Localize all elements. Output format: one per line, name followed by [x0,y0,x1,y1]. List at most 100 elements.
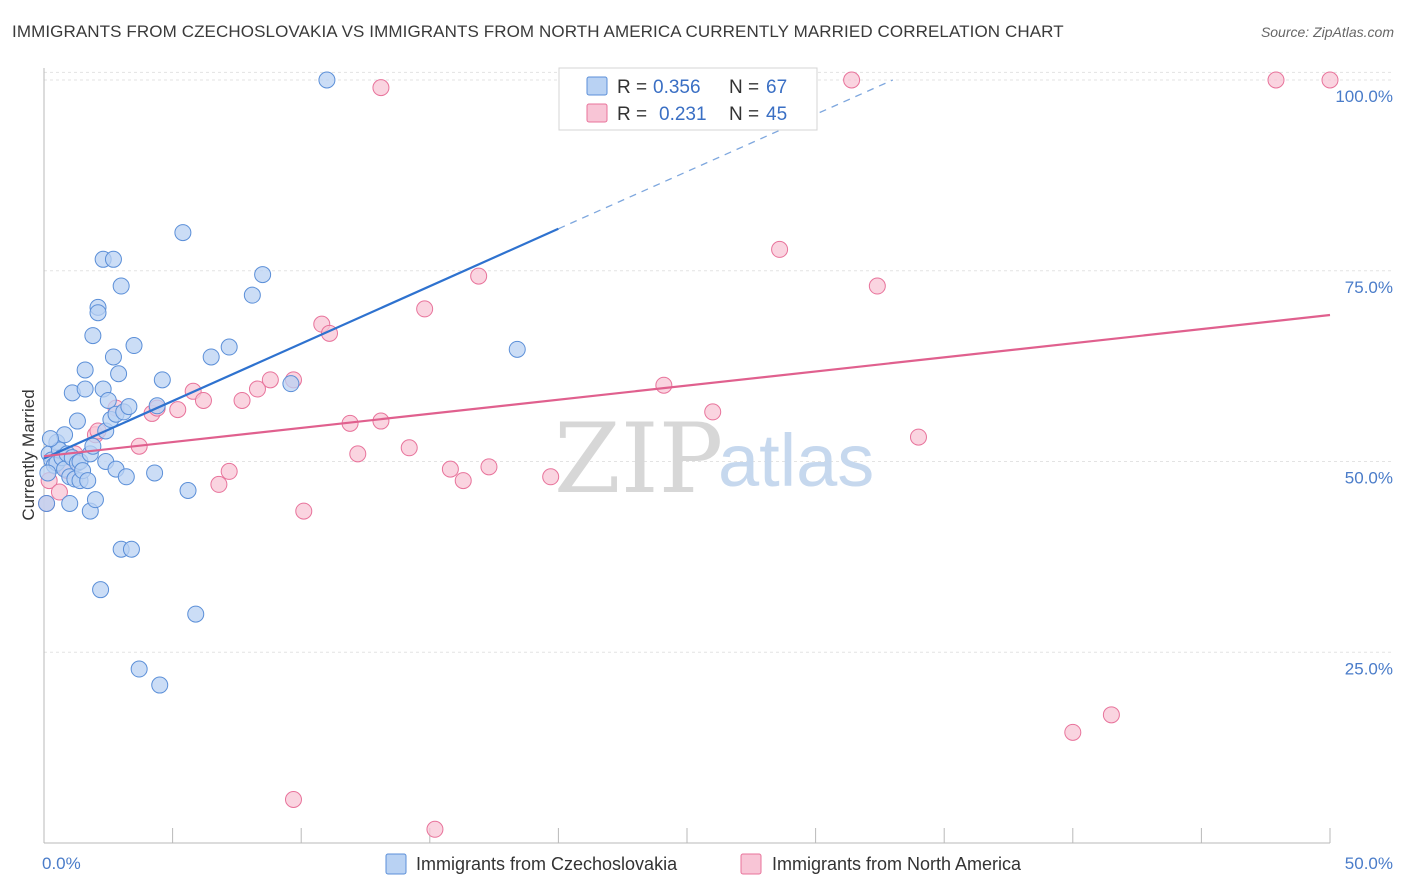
point-czechoslovakia [153,371,171,389]
point-czechoslovakia [146,464,164,482]
point-north-america [50,483,68,501]
gridlines [44,71,1392,653]
bottom-legend-label-czechoslovakia: Immigrants from Czechoslovakia [416,854,678,874]
point-north-america [295,502,313,520]
point-north-america [1102,706,1120,724]
point-czechoslovakia [61,494,79,512]
bottom-legend-label-north-america: Immigrants from North America [772,854,1022,874]
trend-lines [43,79,1331,460]
legend-n-label-1: N = [729,77,759,98]
point-czechoslovakia [120,398,138,416]
point-czechoslovakia [104,250,122,268]
point-czechoslovakia [112,277,130,295]
point-north-america [349,445,367,463]
trend-line-czechoslovakia [43,227,559,460]
correlation-legend: R = 0.356 N = 67 R = 0.231 N = 45 [558,67,818,131]
watermark-zip: ZIP [554,403,723,515]
point-czechoslovakia [110,365,128,383]
point-north-america [771,240,789,258]
y-tick-label: 75.0% [1345,278,1393,297]
point-north-america [843,71,861,89]
point-north-america [441,460,459,478]
watermark-atlas: atlas [718,419,874,502]
y-tick-labels: 25.0% 50.0% 75.0% 100.0% [1335,87,1393,678]
watermark: ZIP atlas [554,403,874,515]
point-north-america [416,300,434,318]
point-czechoslovakia [220,338,238,356]
point-north-america [704,403,722,421]
y-axis-label: Currently Married [19,389,38,520]
chart-title: IMMIGRANTS FROM CZECHOSLOVAKIA VS IMMIGR… [12,22,1064,41]
bottom-legend-swatch-blue [385,853,407,875]
point-czechoslovakia [125,337,143,355]
point-czechoslovakia [151,676,169,694]
point-czechoslovakia [38,494,56,512]
point-north-america [194,391,212,409]
point-czechoslovakia [79,472,97,490]
point-north-america [454,472,472,490]
point-north-america [248,380,266,398]
bottom-legend-swatch-pink [740,853,762,875]
x-tick-marks [172,828,1331,843]
legend-r-label-2: R = [617,104,647,125]
point-czechoslovakia [282,375,300,393]
point-north-america [284,791,302,809]
point-north-america [169,401,187,419]
series-legend: Immigrants from Czechoslovakia Immigrant… [385,853,1022,875]
y-tick-label: 50.0% [1345,469,1393,488]
legend-n-label-2: N = [729,104,759,125]
x-tick-label-min: 0.0% [42,854,81,873]
point-north-america [868,277,886,295]
trend-line-north-america [43,313,1331,458]
point-north-america [210,475,228,493]
point-czechoslovakia [117,468,135,486]
point-north-america [372,79,390,97]
point-czechoslovakia [99,391,117,409]
point-czechoslovakia [187,605,205,623]
source-label: Source: ZipAtlas.com [1260,24,1394,40]
legend-n-value-1: 67 [766,77,787,98]
y-tick-label: 100.0% [1335,87,1393,106]
point-czechoslovakia [104,348,122,366]
legend-r-value-1: 0.356 [653,77,701,98]
y-tick-label: 25.0% [1345,659,1393,678]
legend-swatch-blue [586,76,608,96]
point-czechoslovakia [122,540,140,558]
point-north-america [233,391,251,409]
point-north-america [400,439,418,457]
point-czechoslovakia [92,581,110,599]
trend-line-czechoslovakia-extension [558,79,894,230]
point-czechoslovakia [174,224,192,242]
point-north-america [372,412,390,430]
legend-r-label-1: R = [617,77,647,98]
point-north-america [220,462,238,480]
point-czechoslovakia [84,327,102,345]
point-north-america [655,376,673,394]
x-tick-label-max: 50.0% [1345,854,1393,873]
point-czechoslovakia [41,430,59,448]
point-north-america [426,820,444,838]
point-north-america [261,371,279,389]
point-czechoslovakia [243,286,261,304]
point-czechoslovakia [508,340,526,358]
point-north-america [1267,71,1285,89]
legend-swatch-pink [586,103,608,123]
point-north-america [1064,723,1082,741]
point-north-america [909,428,927,446]
point-czechoslovakia [76,380,94,398]
point-czechoslovakia [89,304,107,322]
point-north-america [1321,71,1339,89]
point-czechoslovakia [68,412,86,430]
point-north-america [480,458,498,476]
point-czechoslovakia [254,266,272,284]
point-czechoslovakia [318,71,336,89]
point-czechoslovakia [130,660,148,678]
point-czechoslovakia [179,481,197,499]
legend-r-value-2: 0.231 [659,104,707,125]
point-czechoslovakia [76,361,94,379]
point-north-america [542,468,560,486]
series-czechoslovakia-points [38,71,526,694]
point-czechoslovakia [202,348,220,366]
point-czechoslovakia [86,491,104,509]
